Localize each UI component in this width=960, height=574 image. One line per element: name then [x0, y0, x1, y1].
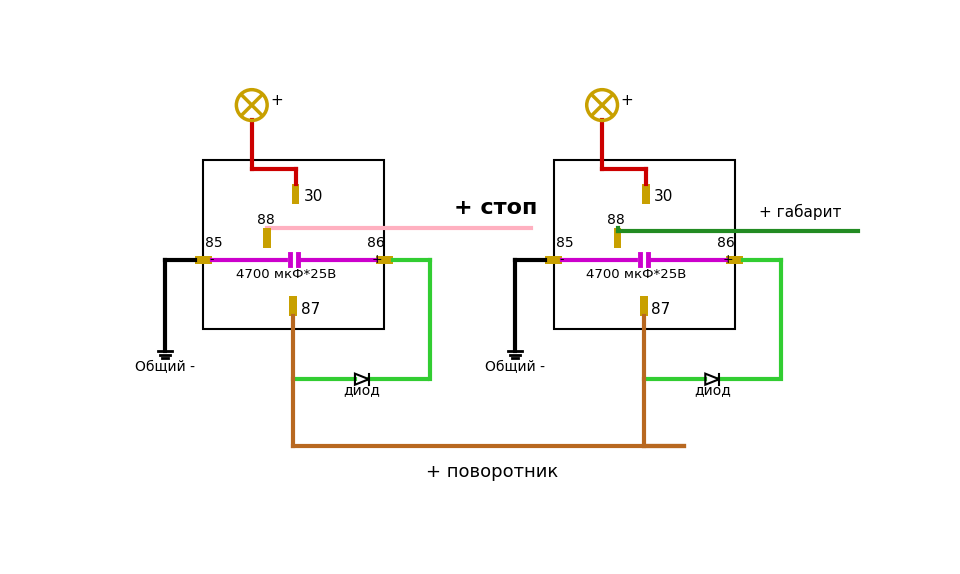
Bar — [195, 256, 212, 263]
Bar — [263, 228, 271, 249]
Text: -: - — [209, 253, 214, 266]
Text: -: - — [560, 253, 564, 266]
Bar — [292, 184, 300, 204]
Text: +: + — [620, 93, 634, 108]
Text: +: + — [722, 253, 732, 266]
Text: +: + — [271, 93, 283, 108]
Bar — [639, 296, 648, 316]
Text: Общий -: Общий - — [485, 360, 545, 374]
Text: 88: 88 — [256, 214, 275, 227]
Text: 87: 87 — [652, 301, 671, 317]
Text: Общий -: Общий - — [134, 360, 195, 374]
Text: +: + — [372, 253, 383, 266]
Bar — [726, 256, 743, 263]
Text: 85: 85 — [556, 236, 573, 250]
Text: + габарит: + габарит — [758, 204, 841, 220]
Text: 4700 мкФ*25В: 4700 мкФ*25В — [587, 268, 686, 281]
Text: 87: 87 — [301, 301, 321, 317]
Bar — [613, 228, 621, 249]
Text: 4700 мкФ*25В: 4700 мкФ*25В — [236, 268, 336, 281]
Bar — [290, 296, 298, 316]
Text: 30: 30 — [654, 189, 673, 204]
Text: + поворотник: + поворотник — [426, 463, 558, 481]
Text: 86: 86 — [717, 236, 735, 250]
Text: 85: 85 — [205, 236, 223, 250]
Text: диод: диод — [344, 383, 380, 398]
Bar — [554, 160, 734, 329]
Bar — [642, 184, 650, 204]
Text: 86: 86 — [367, 236, 385, 250]
Text: 30: 30 — [303, 189, 323, 204]
Bar — [375, 256, 393, 263]
Text: диод: диод — [694, 383, 731, 398]
Bar — [204, 160, 384, 329]
Bar — [545, 256, 562, 263]
Text: + стоп: + стоп — [453, 199, 537, 219]
Text: 88: 88 — [607, 214, 625, 227]
